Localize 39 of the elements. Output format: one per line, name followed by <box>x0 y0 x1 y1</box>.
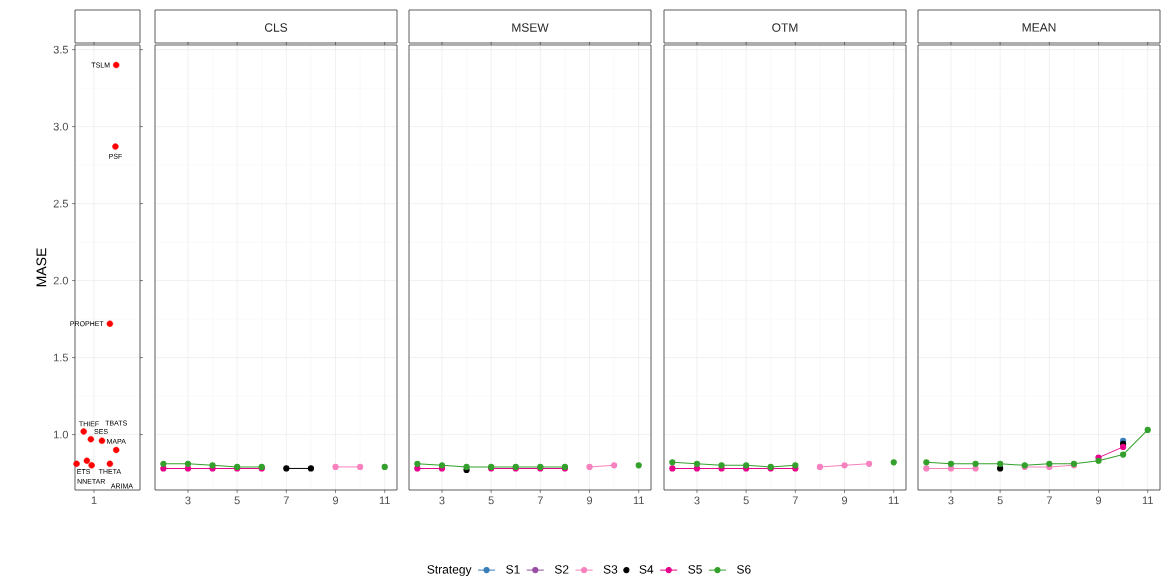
x-tick-label: 7 <box>537 496 543 505</box>
x-tick-label: 11 <box>888 496 899 505</box>
x-tick-label: 9 <box>1095 496 1102 505</box>
y-tick-label: 3.5 <box>53 45 68 54</box>
x-tick-label: 9 <box>586 496 593 505</box>
chart-title: CLS <box>264 23 288 32</box>
x-tick-label: 5 <box>743 496 749 505</box>
y-axis-title: MASE <box>36 248 47 287</box>
x-tick-label: 3 <box>948 496 954 505</box>
chart-title: MEAN <box>1022 23 1056 32</box>
chart-title: OTM <box>772 23 798 32</box>
x-tick-label: 3 <box>694 496 700 505</box>
x-tick-label: 1 <box>91 496 97 505</box>
legend-label: S1 <box>506 565 520 574</box>
x-tick-label: 11 <box>1142 496 1153 505</box>
x-tick-label: 3 <box>439 496 445 505</box>
legend-label: S4 <box>639 565 654 574</box>
y-tick-label: 3.0 <box>53 122 69 131</box>
x-tick-label: 3 <box>185 496 191 505</box>
x-tick-label: 5 <box>997 496 1003 505</box>
legend-label: S5 <box>688 565 702 574</box>
legend-label: S6 <box>737 565 751 574</box>
x-tick-label: 9 <box>841 496 848 505</box>
x-tick-label: 7 <box>792 496 798 505</box>
x-tick-label: 11 <box>379 496 390 505</box>
chart-title: MSEW <box>512 23 549 32</box>
x-tick-label: 5 <box>488 496 494 505</box>
legend-label: S2 <box>554 565 569 574</box>
y-tick-label: 1.0 <box>54 430 69 439</box>
x-tick-label: 9 <box>332 496 339 505</box>
legend-title: Strategy <box>427 565 472 577</box>
x-tick-label: 11 <box>633 496 644 505</box>
y-tick-label: 2.5 <box>53 199 68 208</box>
x-tick-label: 5 <box>234 496 240 505</box>
x-tick-label: 7 <box>1046 496 1052 505</box>
y-tick-label: 2.0 <box>53 276 69 285</box>
y-tick-label: 1.5 <box>54 353 68 362</box>
x-tick-label: 7 <box>283 496 289 505</box>
legend-label: S3 <box>603 565 618 574</box>
